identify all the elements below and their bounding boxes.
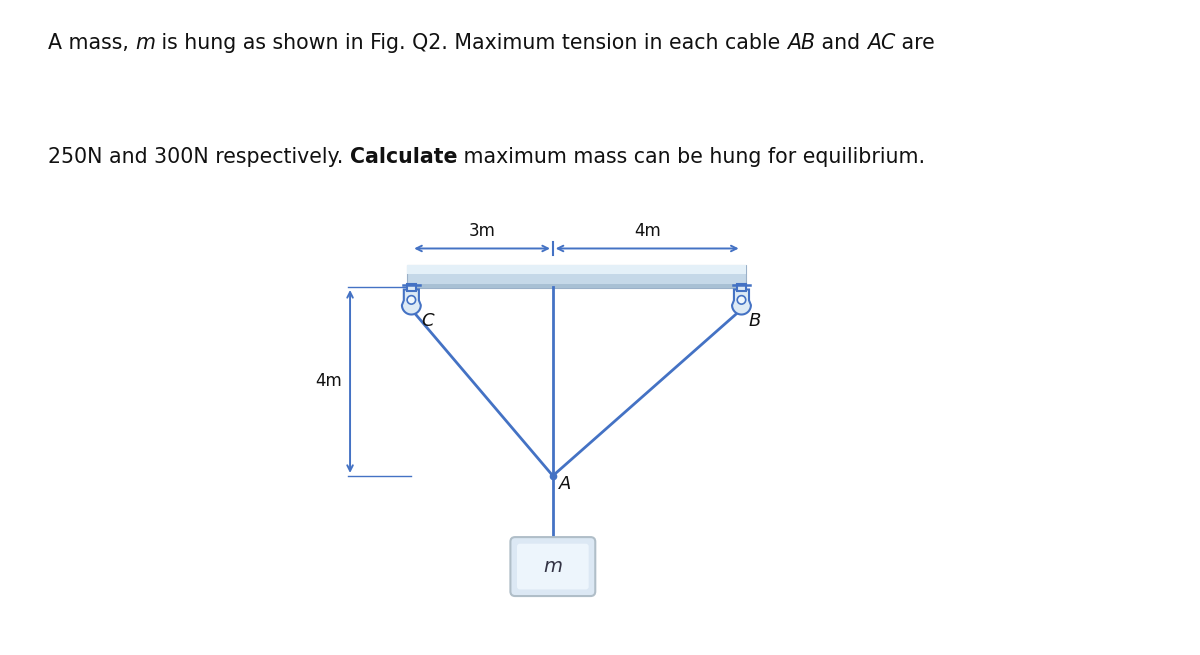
FancyBboxPatch shape [510, 537, 595, 596]
Text: 4m: 4m [634, 222, 660, 240]
Bar [407, 284, 416, 291]
Circle shape [737, 295, 745, 304]
Text: C: C [421, 312, 434, 329]
Text: AB: AB [787, 33, 815, 53]
Text: is hung as shown in Fig. Q2. Maximum tension in each cable: is hung as shown in Fig. Q2. Maximum ten… [155, 33, 787, 53]
Text: 4m: 4m [314, 373, 342, 390]
Text: and: and [815, 33, 866, 53]
Text: m: m [136, 33, 155, 53]
Text: Calculate: Calculate [350, 147, 457, 167]
Text: A mass,: A mass, [48, 33, 136, 53]
Bar [407, 284, 746, 288]
Text: 3m: 3m [469, 222, 496, 240]
Text: A: A [558, 475, 571, 493]
Circle shape [407, 295, 415, 304]
Text: maximum mass can be hung for equilibrium.: maximum mass can be hung for equilibrium… [457, 147, 925, 167]
Text: AC: AC [866, 33, 895, 53]
Text: are: are [895, 33, 935, 53]
Text: 250N and 300N respectively.: 250N and 300N respectively. [48, 147, 350, 167]
Bar [407, 265, 746, 288]
Polygon shape [732, 290, 751, 314]
FancyBboxPatch shape [517, 544, 589, 590]
Bar [407, 265, 746, 274]
Polygon shape [402, 290, 421, 314]
Text: m: m [544, 557, 563, 576]
Bar [737, 284, 746, 291]
Text: B: B [748, 312, 761, 329]
